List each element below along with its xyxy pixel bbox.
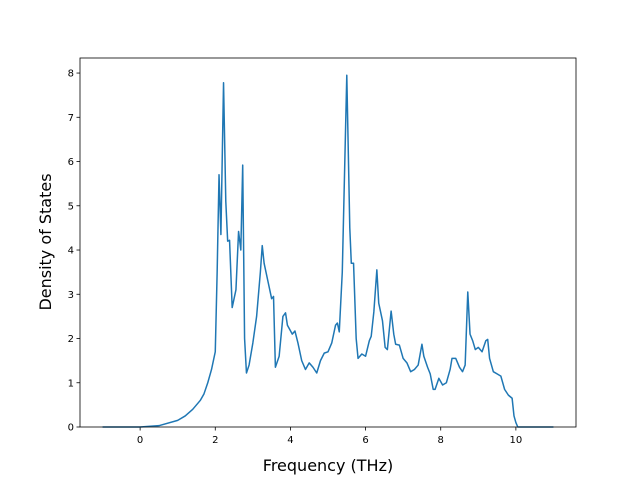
- y-tick-label: 3: [68, 290, 74, 301]
- x-tick-label: 2: [212, 435, 218, 446]
- y-tick-label: 7: [68, 113, 74, 124]
- y-tick-label: 8: [68, 69, 74, 80]
- x-tick-label: 0: [137, 435, 143, 446]
- x-tick-label: 8: [438, 435, 444, 446]
- y-axis-label: Density of States: [36, 173, 55, 310]
- plot-frame: [79, 57, 577, 428]
- x-axis-label: Frequency (THz): [263, 456, 393, 475]
- x-tick-label: 6: [362, 435, 368, 446]
- line: [102, 74, 554, 428]
- y-tick-label: 0: [68, 423, 74, 434]
- y-tick-label: 5: [68, 201, 74, 212]
- x-tick-label: 10: [510, 435, 523, 446]
- x-tick-label: 4: [287, 435, 293, 446]
- y-tick-label: 1: [68, 378, 74, 389]
- y-tick-label: 2: [68, 334, 74, 345]
- y-tick-label: 4: [68, 246, 74, 257]
- y-tick-label: 6: [68, 157, 74, 168]
